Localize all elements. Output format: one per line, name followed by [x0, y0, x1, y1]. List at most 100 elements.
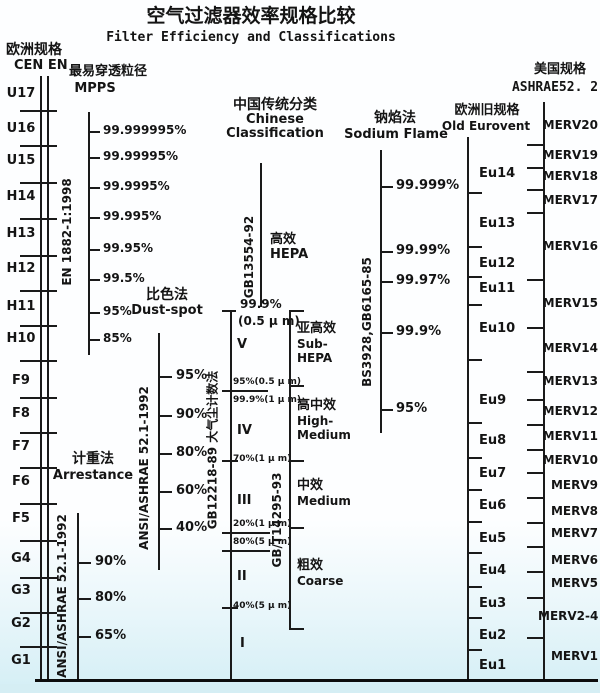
dustspot-value: 60% — [176, 483, 208, 498]
merv-tick — [527, 637, 545, 639]
eurovent-class: Eu3 — [479, 596, 507, 611]
cen-tick — [20, 325, 57, 327]
arrestance-value: 65% — [95, 628, 127, 643]
eurovent-class: Eu10 — [479, 321, 516, 336]
merv-tick — [527, 571, 545, 573]
merv-header-en: ASHRAE52. 2 — [511, 80, 599, 95]
eurovent-tick — [467, 552, 482, 554]
cen-class: H11 — [6, 299, 36, 314]
merv-class: MERV13 — [542, 374, 598, 388]
baseline — [35, 679, 598, 682]
grade-tick-label: 80%(5 μ m) — [233, 537, 292, 547]
merv-class: MERV14 — [542, 341, 598, 355]
eurovent-class: Eu13 — [479, 216, 516, 231]
arrestance-value: 90% — [95, 554, 127, 569]
mpps-header-en: MPPS — [74, 81, 116, 96]
grade-tick-label: 99.9%(1 μ m) — [233, 395, 301, 405]
cen-class: H13 — [6, 226, 36, 241]
eurovent-scale-line — [467, 137, 469, 681]
mpps-tick — [88, 131, 100, 133]
grade-tick — [222, 532, 270, 534]
eurovent-tick — [467, 489, 482, 491]
merv-class: MERV11 — [542, 429, 598, 443]
page-subtitle: Filter Efficiency and Classifications — [106, 30, 396, 45]
cen-tick — [20, 646, 57, 648]
merv-tick — [527, 371, 545, 373]
mpps-tick — [88, 339, 100, 341]
merv-class: MERV19 — [542, 148, 598, 162]
mpps-value: 99.95% — [103, 241, 153, 255]
grade-roman: V — [237, 337, 248, 352]
cen-class: F5 — [12, 511, 30, 526]
arrestance-tick — [77, 562, 91, 564]
merv-class: MERV5 — [550, 576, 598, 590]
eurovent-class: Eu1 — [479, 658, 507, 673]
category-bracket-tick — [289, 310, 304, 312]
cen-tick — [20, 397, 57, 399]
merv-class: MERV17 — [542, 193, 598, 207]
merv-tick — [527, 597, 545, 599]
sodium-scale-line — [380, 150, 382, 433]
merv-tick — [527, 472, 545, 474]
mpps-tick — [88, 312, 100, 314]
cen-tick — [20, 290, 57, 292]
merv-tick — [527, 189, 545, 191]
sodium-header-zh: 钠焰法 — [374, 110, 416, 126]
hepa-label-en: HEPA — [270, 247, 309, 262]
merv-class: MERV16 — [542, 239, 598, 253]
cen-tick — [20, 182, 57, 184]
category-en: HEPA — [297, 351, 333, 365]
grade-roman: I — [240, 636, 245, 651]
mpps-value: 99.99995% — [103, 149, 179, 163]
eurovent-tick — [467, 649, 482, 651]
particle-count-standard-label: GB12218-89 大气尘计数法 — [205, 370, 220, 530]
eurovent-class: Eu8 — [479, 433, 507, 448]
cen-tick — [20, 467, 57, 469]
dustspot-header-en: Dust-spot — [131, 303, 203, 318]
cen-class: G1 — [11, 653, 31, 668]
mpps-tick — [88, 157, 100, 159]
eurovent-class: Eu12 — [479, 256, 516, 271]
eurovent-tick — [467, 192, 482, 194]
category-en: Medium — [297, 494, 351, 508]
category-bracket-tick — [289, 385, 304, 387]
dustspot-tick — [158, 453, 172, 455]
cen-header-en: CEN EN — [14, 58, 68, 73]
dustspot-standard-label: ANSI/ASHRAE 52.1-1992 — [137, 386, 151, 550]
grade-tick — [222, 310, 236, 312]
category-en: High- — [297, 414, 334, 428]
category-en: Sub- — [297, 337, 328, 351]
eurovent-tick — [467, 586, 482, 588]
cen-class: G3 — [11, 583, 31, 598]
eurovent-class: Eu6 — [479, 498, 507, 513]
category-bracket-line — [289, 310, 291, 630]
sodium-tick — [380, 409, 393, 411]
category-zh: 中效 — [297, 478, 324, 493]
sodium-tick — [380, 332, 393, 334]
eurovent-class: Eu2 — [479, 628, 507, 643]
grade-tick-label: 20%(1 μ m) — [233, 519, 292, 529]
sodium-value: 99.9% — [396, 324, 442, 339]
merv-scale-line — [543, 102, 545, 681]
grade-roman: III — [237, 493, 252, 508]
merv-tick — [527, 449, 545, 451]
merv-class: MERV6 — [550, 553, 598, 567]
sodium-value: 99.999% — [396, 178, 460, 193]
merv-tick — [527, 212, 545, 214]
cen-tick — [20, 577, 57, 579]
sodium-header-en: Sodium Flame — [344, 127, 448, 142]
dustspot-value: 40% — [176, 520, 208, 535]
sodium-value: 95% — [396, 401, 428, 416]
hepa-label-zh: 高效 — [270, 232, 297, 247]
cen-class: G2 — [11, 616, 31, 631]
sodium-tick — [380, 281, 393, 283]
cen-tick — [20, 432, 57, 434]
dustspot-value: 80% — [176, 445, 208, 460]
merv-tick — [527, 546, 545, 548]
cen-tick — [20, 503, 57, 505]
cen-class: H10 — [6, 331, 36, 346]
merv-class: MERV2-4 — [538, 609, 599, 623]
grade-tick — [222, 390, 268, 392]
merv-tick — [527, 279, 545, 281]
sodium-value: 99.97% — [396, 273, 451, 288]
